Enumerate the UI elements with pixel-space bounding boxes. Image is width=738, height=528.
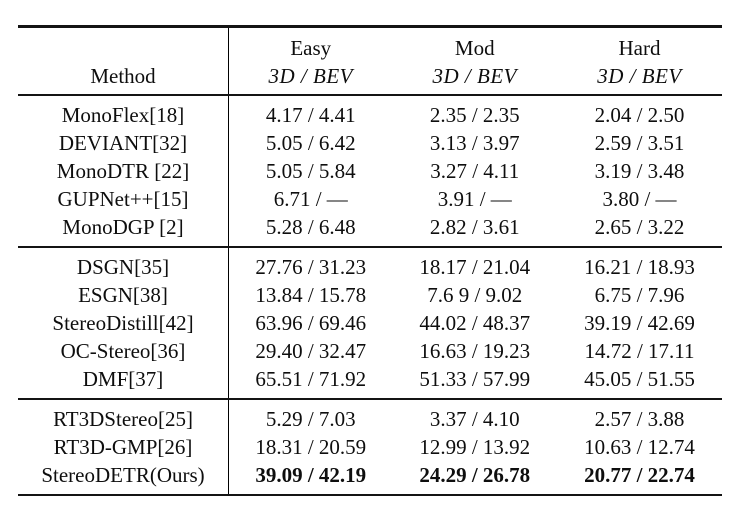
method-name: DMF[37] — [82, 366, 164, 391]
method-name: DSGN[35] — [76, 254, 170, 279]
easy-value: 5.28 / 6.48 — [228, 212, 393, 246]
table-row: MonoFlex[18] 4.17 / 4.41 2.35 / 2.35 2.0… — [18, 95, 722, 129]
method-name: RT3DStereo[25] — [53, 406, 193, 431]
easy-metric-label: 3D / BEV — [268, 63, 353, 88]
monocular-methods-group: MonoFlex[18] 4.17 / 4.41 2.35 / 2.35 2.0… — [18, 95, 722, 246]
table-row: DMF[37] 65.51 / 71.92 51.33 / 57.99 45.0… — [18, 364, 722, 398]
table-top-rule — [18, 25, 722, 28]
mod-value: 2.82 / 3.61 — [429, 214, 520, 239]
method-name: MonoDTR [22] — [56, 158, 190, 183]
hard-value: 16.21 / 18.93 — [584, 254, 695, 279]
method-name: ESGN[38] — [78, 282, 168, 307]
table-row: DSGN[35] 27.76 / 31.23 18.17 / 21.04 16.… — [18, 247, 722, 281]
hard-metric-label: 3D / BEV — [597, 63, 682, 88]
table-row: RT3DStereo[25] 5.29 / 7.03 3.37 / 4.10 2… — [18, 399, 722, 433]
easy-value: 29.40 / 32.47 — [228, 336, 393, 365]
easy-value: 63.96 / 69.46 — [228, 308, 393, 337]
mod-value: 18.17 / 21.04 — [419, 254, 531, 279]
method-name: StereoDETR(Ours) — [41, 462, 205, 487]
mod-value: 3.37 / 4.10 — [429, 406, 520, 431]
method-name: RT3D-GMP[26] — [53, 434, 193, 459]
hard-value: 3.80 / — — [602, 186, 677, 211]
method-name: MonoDGP [2] — [62, 214, 184, 239]
hard-value: 2.57 / 3.88 — [594, 406, 685, 431]
method-name: MonoFlex[18] — [61, 102, 185, 127]
easy-value: 27.76 / 31.23 — [228, 247, 393, 281]
method-name: OC-Stereo[36] — [60, 338, 186, 363]
table-row-ours: StereoDETR(Ours) 39.09 / 42.19 24.29 / 2… — [18, 460, 722, 494]
hard-value: 2.04 / 2.50 — [594, 102, 685, 127]
easy-value: 13.84 / 15.78 — [228, 280, 393, 309]
group-divider-rule — [18, 397, 722, 400]
mod-value: 16.63 / 19.23 — [419, 338, 531, 363]
table-row: DEVIANT[32] 5.05 / 6.42 3.13 / 3.97 2.59… — [18, 128, 722, 157]
table-header-row: Method Easy 3D / BEV Mod 3D / BEV Hard 3… — [18, 27, 722, 94]
mod-header-label: Mod — [454, 35, 495, 60]
method-name: DEVIANT[32] — [58, 130, 188, 155]
easy-value: 39.09 / 42.19 — [228, 460, 393, 494]
mod-value: 51.33 / 57.99 — [419, 366, 531, 391]
easy-value: 4.17 / 4.41 — [228, 95, 393, 129]
mod-value: 3.27 / 4.11 — [430, 158, 520, 183]
method-name: GUPNet++[15] — [57, 186, 189, 211]
mod-metric-label: 3D / BEV — [432, 63, 517, 88]
easy-value: 5.29 / 7.03 — [228, 399, 393, 433]
realtime-stereo-methods-group: RT3DStereo[25] 5.29 / 7.03 3.37 / 4.10 2… — [18, 399, 722, 494]
hard-value: 14.72 / 17.11 — [584, 338, 695, 363]
method-column-header: Method — [18, 28, 228, 94]
method-header-label: Method — [90, 63, 156, 88]
mod-value: 24.29 / 26.78 — [419, 462, 531, 487]
easy-value: 5.05 / 5.84 — [228, 156, 393, 185]
easy-value: 65.51 / 71.92 — [228, 364, 393, 398]
hard-value: 45.05 / 51.55 — [584, 366, 695, 391]
mod-value: 44.02 / 48.37 — [419, 310, 531, 335]
table-bottom-rule — [18, 493, 722, 496]
method-name: StereoDistill[42] — [52, 310, 194, 335]
easy-header-label: Easy — [290, 35, 332, 60]
mod-value: 3.91 / — — [437, 186, 512, 211]
hard-value: 10.63 / 12.74 — [584, 434, 695, 459]
group-divider-rule — [18, 245, 722, 248]
mod-value: 12.99 / 13.92 — [419, 434, 531, 459]
hard-value: 3.19 / 3.48 — [594, 158, 685, 183]
hard-header-label: Hard — [618, 35, 661, 60]
easy-value: 6.71 / — — [228, 184, 393, 213]
hard-value: 20.77 / 22.74 — [584, 462, 695, 487]
mod-value: 2.35 / 2.35 — [429, 102, 520, 127]
mod-column-header: Mod 3D / BEV — [393, 28, 558, 94]
results-table: Method Easy 3D / BEV Mod 3D / BEV Hard 3… — [18, 25, 722, 496]
hard-value: 6.75 / 7.96 — [594, 282, 685, 307]
header-spacer — [18, 34, 228, 62]
table-row: OC-Stereo[36] 29.40 / 32.47 16.63 / 19.2… — [18, 336, 722, 365]
easy-value: 5.05 / 6.42 — [228, 128, 393, 157]
table-row: StereoDistill[42] 63.96 / 69.46 44.02 / … — [18, 308, 722, 337]
table-row: MonoDGP [2] 5.28 / 6.48 2.82 / 3.61 2.65… — [18, 212, 722, 246]
table-row: RT3D-GMP[26] 18.31 / 20.59 12.99 / 13.92… — [18, 432, 722, 461]
hard-column-header: Hard 3D / BEV — [557, 28, 722, 94]
mod-value: 7.6 9 / 9.02 — [427, 282, 523, 307]
hard-value: 2.65 / 3.22 — [594, 214, 685, 239]
header-divider-rule — [18, 93, 722, 96]
easy-column-header: Easy 3D / BEV — [228, 27, 393, 94]
hard-value: 39.19 / 42.69 — [584, 310, 695, 335]
hard-value: 2.59 / 3.51 — [594, 130, 685, 155]
easy-value: 18.31 / 20.59 — [228, 432, 393, 461]
table-row: GUPNet++[15] 6.71 / — 3.91 / — 3.80 / — — [18, 184, 722, 213]
mod-value: 3.13 / 3.97 — [429, 130, 520, 155]
table-row: MonoDTR [22] 5.05 / 5.84 3.27 / 4.11 3.1… — [18, 156, 722, 185]
table-row: ESGN[38] 13.84 / 15.78 7.6 9 / 9.02 6.75… — [18, 280, 722, 309]
stereo-methods-group: DSGN[35] 27.76 / 31.23 18.17 / 21.04 16.… — [18, 247, 722, 398]
